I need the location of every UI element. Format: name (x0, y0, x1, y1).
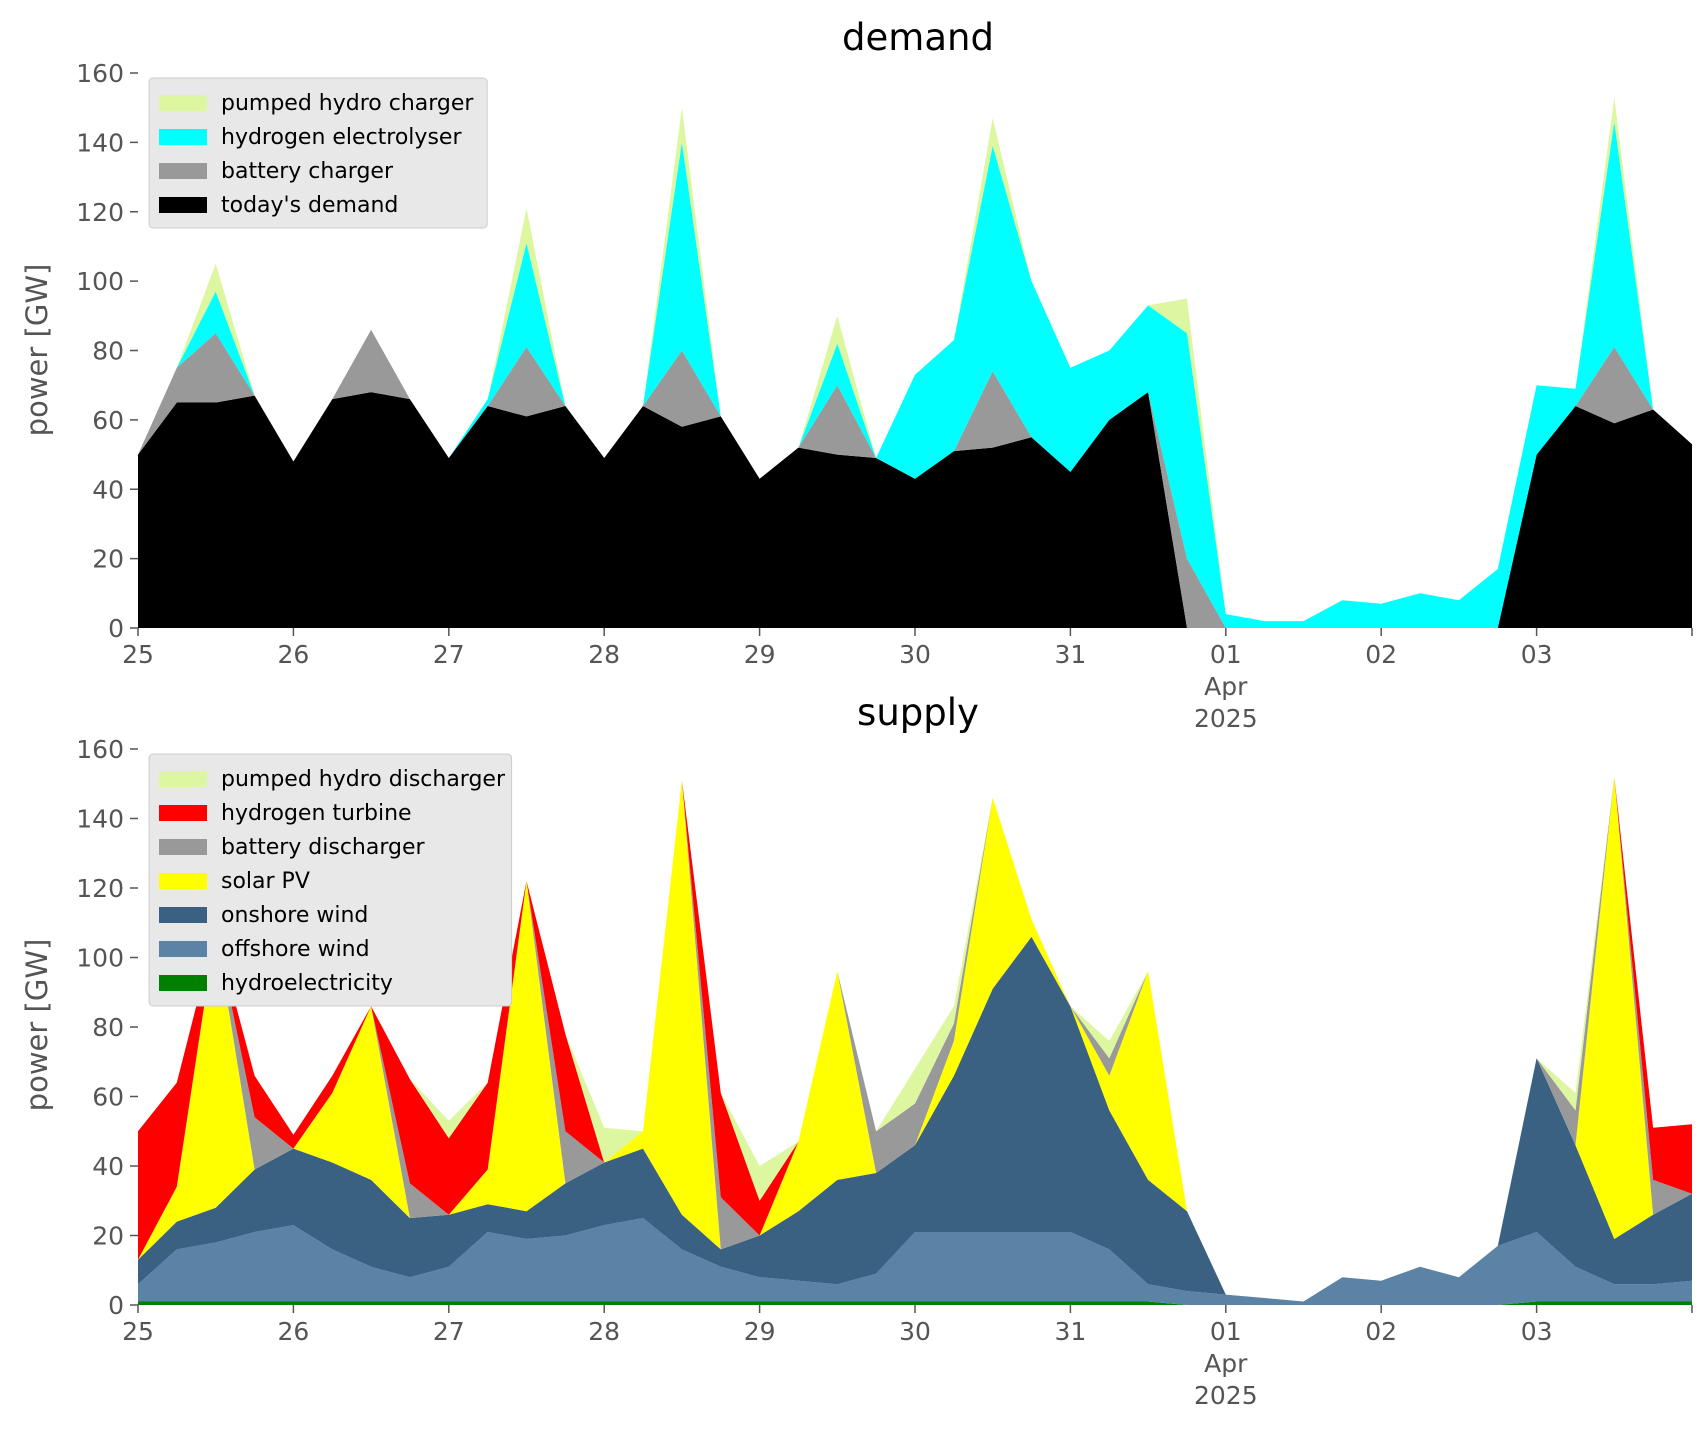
legend-swatch (159, 941, 207, 957)
y-tick-label: 40 (92, 1152, 124, 1181)
x-tick-label: 31 (1054, 640, 1086, 669)
area-offshore-wind (138, 1218, 1692, 1305)
y-tick-label: 60 (92, 1083, 124, 1112)
chart-title: demand (842, 16, 994, 59)
y-tick-label: 140 (76, 128, 124, 157)
y-tick-label: 120 (76, 198, 124, 227)
area-hydrogen-electrolyser (138, 121, 1692, 628)
area-series-group (138, 776, 1692, 1305)
demand-chart: demand power [GW] 0204060801001201401602… (20, 16, 1693, 733)
legend-entry: solar PV (221, 869, 310, 894)
x-tick-sublabel: 2025 (1194, 704, 1258, 733)
x-tick-label: 29 (744, 1317, 776, 1346)
x-tick-label: 26 (277, 1317, 309, 1346)
x-tick-label: 25 (122, 1317, 154, 1346)
legend-swatch (159, 839, 207, 855)
legend-entry: hydroelectricity (221, 971, 393, 996)
legend-swatch (159, 873, 207, 889)
legend: pumped hydro charger hydrogen electrolyse… (148, 77, 488, 229)
area-today-s-demand (138, 392, 1692, 628)
y-axis-label: power [GW] (20, 264, 54, 437)
legend-entry: offshore wind (221, 937, 370, 962)
y-tick-label: 20 (92, 1222, 124, 1251)
legend-entry: hydrogen electrolyser (221, 125, 462, 150)
legend-entry: battery discharger (221, 835, 426, 860)
y-tick-label: 140 (76, 805, 124, 834)
y-tick-label: 120 (76, 874, 124, 903)
legend-entry: onshore wind (221, 903, 368, 928)
legend-entry: pumped hydro discharger (221, 767, 506, 792)
x-tick-label: 28 (588, 640, 620, 669)
x-tick-label: 03 (1521, 1317, 1553, 1346)
x-tick-sublabel: Apr (1204, 1349, 1248, 1378)
y-tick-label: 160 (76, 735, 124, 764)
legend-entry: pumped hydro charger (221, 91, 474, 116)
y-axis-label: power [GW] (20, 939, 54, 1112)
y-tick-label: 0 (108, 614, 124, 643)
legend-swatch (159, 197, 207, 213)
area-series-group (138, 97, 1692, 628)
x-tick-label: 03 (1521, 640, 1553, 669)
legend-swatch (159, 907, 207, 923)
x-tick-label: 01 (1210, 1317, 1242, 1346)
legend-box (148, 753, 513, 1007)
x-tick-label: 01 (1210, 640, 1242, 669)
x-tick-label: 02 (1365, 1317, 1397, 1346)
area-battery-charger (138, 329, 1692, 628)
chart-title: supply (857, 691, 979, 734)
area-pumped-hydro-charger (138, 97, 1692, 622)
legend-entry: battery charger (221, 159, 394, 184)
legend-swatch (159, 163, 207, 179)
x-tick-sublabel: Apr (1204, 672, 1248, 701)
x-tick-label: 26 (277, 640, 309, 669)
y-tick-label: 40 (92, 475, 124, 504)
x-tick-label: 29 (744, 640, 776, 669)
y-tick-label: 100 (76, 267, 124, 296)
y-tick-label: 0 (108, 1291, 124, 1320)
area-solar-pv (138, 776, 1692, 1302)
y-tick-label: 80 (92, 337, 124, 366)
x-tick-label: 30 (899, 1317, 931, 1346)
legend-box (148, 77, 488, 229)
legend-entry: hydrogen turbine (221, 801, 412, 826)
x-tick-sublabel: 2025 (1194, 1381, 1258, 1410)
x-tick-label: 02 (1365, 640, 1397, 669)
legend-swatch (159, 129, 207, 145)
x-tick-label: 27 (433, 640, 465, 669)
legend-entry: today's demand (221, 193, 398, 218)
supply-chart: supply power [GW] 0204060801001201401602… (20, 691, 1693, 1410)
y-tick-label: 100 (76, 944, 124, 973)
legend-swatch (159, 95, 207, 111)
legend-swatch (159, 771, 207, 787)
legend-swatch (159, 975, 207, 991)
x-tick-label: 30 (899, 640, 931, 669)
legend: pumped hydro discharger hydrogen turbine b… (148, 753, 513, 1007)
y-tick-label: 20 (92, 545, 124, 574)
area-onshore-wind (138, 936, 1692, 1302)
x-tick-label: 27 (433, 1317, 465, 1346)
area-hydroelectricity (138, 1301, 1692, 1305)
x-tick-label: 28 (588, 1317, 620, 1346)
x-tick-label: 31 (1054, 1317, 1086, 1346)
x-tick-label: 25 (122, 640, 154, 669)
y-tick-label: 80 (92, 1013, 124, 1042)
legend-swatch (159, 805, 207, 821)
y-tick-label: 160 (76, 59, 124, 88)
y-tick-label: 60 (92, 406, 124, 435)
